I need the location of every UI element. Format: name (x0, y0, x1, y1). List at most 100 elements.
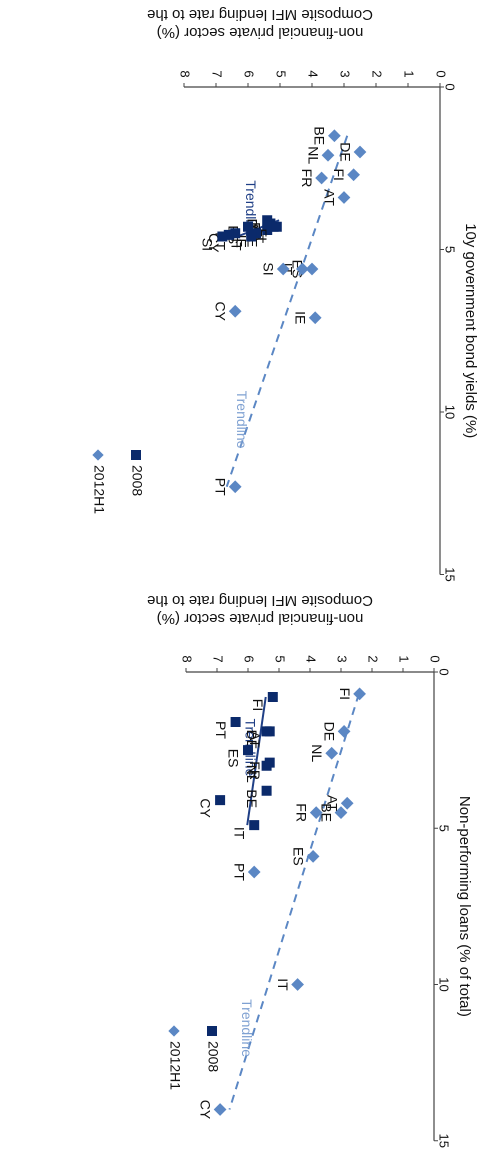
point-label: DE (337, 142, 353, 161)
point-2008-es (243, 745, 253, 756)
x-tick-label: 15 (437, 1134, 452, 1148)
trendline-2012h1 (225, 135, 349, 488)
point-label: ES (225, 749, 241, 768)
point-2008-pt (230, 228, 241, 239)
point-2008-it (249, 820, 260, 831)
point-label: NL (244, 765, 260, 783)
point-2012h1-nl (325, 746, 339, 760)
point-2012h1-fi (353, 687, 366, 701)
point-2012h1-pt (228, 480, 242, 494)
point-2012h1-cy (228, 304, 242, 318)
x-tick-label: 5 (443, 246, 458, 253)
point-label: CY (197, 1100, 213, 1120)
y-axis-title: Composite MFI lending rate to the (147, 592, 373, 609)
point-2008-fr (264, 757, 275, 768)
point-label: PT (231, 863, 247, 881)
y-tick-label: 3 (335, 655, 350, 662)
point-label: FI (331, 169, 347, 181)
y-tick-label: 3 (338, 70, 353, 77)
x-tick-label: 0 (443, 83, 458, 90)
point-2008-it (246, 231, 257, 242)
point-2008-cy (223, 229, 234, 240)
y-tick-label: 0 (434, 70, 449, 77)
point-label: SI (200, 238, 216, 251)
point-2012h1-nl (321, 148, 335, 162)
chart-panel-2: 0 1 2 3 4 5 6 7 8 0 5 10 15 Composite MFI lending rat… (147, 592, 473, 1148)
point-2012h1-de (353, 145, 367, 159)
point-label: CY (212, 302, 228, 322)
y-tick-label: 7 (211, 655, 226, 662)
point-label: AT (247, 731, 263, 748)
series-2012h1: TrendlineDEFIATNLFRBEESITSIIECYPT (212, 126, 367, 496)
y-axis-title: non-financial private sector (%) (157, 24, 364, 41)
point-label: IT (275, 978, 291, 991)
y-axis-title: non-financial private sector (%) (157, 610, 364, 627)
y-tick-label: 4 (304, 655, 319, 662)
legend: 2008 2012H1 (91, 449, 145, 514)
x-tick-label: 15 (443, 567, 458, 581)
point-label: AT (321, 189, 337, 206)
y-tick-label: 1 (397, 655, 412, 662)
point-label: IE (292, 311, 308, 324)
trendline-label: Trendline (234, 391, 250, 449)
legend-label: 2012H1 (167, 1041, 183, 1090)
x-tick-label: 10 (437, 977, 452, 991)
point-2008-cy (215, 795, 226, 806)
point-label: DE (321, 722, 337, 741)
trendline-2008 (246, 696, 267, 826)
point-2012h1-ie (308, 311, 322, 325)
point-label: IT (228, 238, 244, 251)
point-label: FI (250, 699, 266, 711)
point-2008-fi (267, 692, 278, 702)
point-label: PT (212, 478, 228, 496)
y-tick-label: 5 (274, 70, 289, 77)
point-2012h1-pt (247, 865, 261, 879)
point-2008-de (261, 726, 272, 737)
point-2012h1-be (328, 129, 341, 143)
y-tick-label: 1 (402, 70, 417, 77)
y-tick-label: 5 (273, 655, 288, 662)
y-tick-label: 2 (370, 70, 385, 77)
point-label: CY (197, 798, 213, 818)
point-2012h1-it (296, 262, 309, 276)
point-label: NL (305, 146, 321, 164)
point-2012h1-at (340, 796, 354, 810)
series-2008: TrendlineFIATDEPTESNLFRBECYIT (197, 692, 278, 840)
chart-panel-1: 0 1 2 3 4 5 6 7 8 0 5 10 15 Composite MFI lending rat… (91, 6, 479, 582)
y-tick-label: 0 (428, 655, 443, 662)
legend-marker-2012h1 (92, 449, 104, 461)
point-2012h1-es (305, 262, 319, 276)
point-2012h1-fi (347, 168, 360, 182)
trendline-2012h1 (228, 693, 360, 1110)
point-2008-be (262, 225, 273, 235)
point-label: BE (318, 803, 334, 822)
point-2008-si (217, 231, 228, 242)
point-label: FR (299, 169, 315, 188)
y-tick-label: 6 (242, 70, 257, 77)
point-label: BE (312, 126, 328, 145)
point-label: BE (244, 789, 260, 808)
point-2012h1-it (291, 978, 304, 991)
x-axis-title: Non-performing loans (% of total) (456, 796, 473, 1017)
point-2008-es (243, 221, 253, 232)
point-label: ES (290, 847, 306, 866)
point-label: FI (337, 688, 353, 700)
y-axis-title: Composite MFI lending rate to the (147, 6, 373, 23)
point-label: FR (247, 761, 263, 780)
point-2012h1-cy (213, 1103, 227, 1116)
point-label: IT (231, 827, 247, 840)
point-label: DE (244, 730, 260, 749)
point-label: PT (213, 721, 229, 739)
point-2012h1-at (337, 191, 351, 204)
series-2008: TrendlineDEFRNLATBEFIESIEITPTCYSI (200, 180, 282, 253)
point-2008-be (261, 785, 272, 796)
y-tick-label: 8 (178, 70, 193, 77)
x-axis-title: 10y government bond yields (%) (462, 223, 479, 438)
x-tick-label: 0 (437, 668, 452, 675)
legend-marker-2008 (131, 450, 141, 460)
legend: 2008 2012H1 (167, 1025, 221, 1090)
y-tick-label: 6 (242, 655, 257, 662)
point-2012h1-si (276, 262, 290, 276)
